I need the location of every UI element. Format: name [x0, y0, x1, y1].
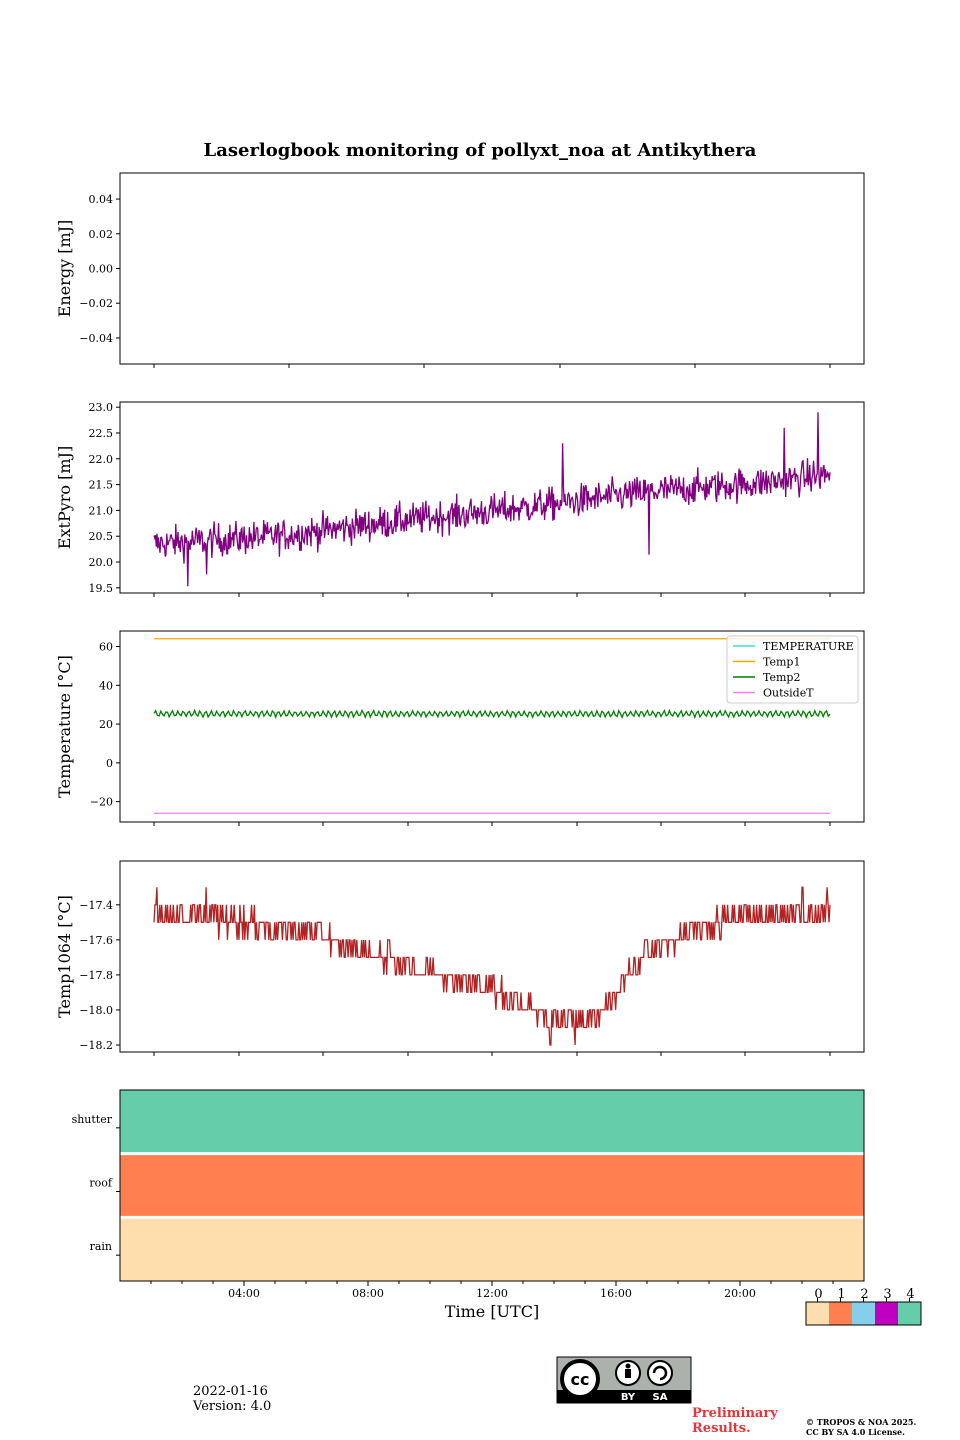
version-label: Version: 4.0 — [193, 1399, 272, 1414]
cc-by-sa-badge: cc BY SA — [556, 1356, 692, 1404]
extpyro-ytick-label: 22.5 — [89, 427, 114, 440]
temperature-legend: TEMPERATURE Temp1 Temp2 OutsideT — [726, 635, 859, 704]
extpyro-ytick-label: 20.0 — [89, 556, 114, 569]
cc-sa-label: SA — [653, 1392, 668, 1403]
extpyro-ytick-label: 20.5 — [89, 530, 114, 543]
energy-ytick-label: 0.00 — [89, 263, 114, 276]
status-row-label-shutter: shutter — [72, 1113, 113, 1126]
colorbar-cell-3 — [875, 1302, 898, 1325]
svg-text:cc: cc — [571, 1370, 590, 1389]
figure-title: Laserlogbook monitoring of pollyxt_noa a… — [203, 140, 757, 161]
extpyro-ytick-label: 21.0 — [89, 504, 114, 517]
status-row-label-roof: roof — [89, 1177, 113, 1190]
colorbar-cell-4 — [898, 1302, 921, 1325]
temp1064-series-line — [153, 886, 831, 1046]
temp1064-frame — [119, 860, 865, 1053]
colorbar-cell-1 — [829, 1302, 852, 1325]
extpyro-ytick-label: 22.0 — [89, 453, 114, 466]
energy-ytick-label: 0.02 — [89, 228, 114, 241]
legend-box — [726, 635, 859, 704]
colorbar-label-1: 1 — [837, 1287, 845, 1302]
temp1064-ytick-label: −18.2 — [79, 1039, 113, 1052]
preliminary-label-line1: Preliminary — [692, 1406, 778, 1421]
temperature-ytick-label: 20 — [99, 718, 113, 731]
extpyro-ytick-label: 23.0 — [89, 401, 114, 414]
colorbar-label-2: 2 — [860, 1287, 868, 1302]
temp1064-ytick-label: −17.6 — [79, 934, 113, 947]
extpyro-ytick-label: 19.5 — [89, 582, 114, 595]
colorbar-label-3: 3 — [883, 1287, 891, 1302]
status-xtick-label: 08:00 — [352, 1287, 384, 1300]
legend-label-temp2: Temp2 — [763, 671, 800, 684]
temp2-series-line — [153, 708, 831, 720]
status-row-roof — [120, 1153, 864, 1218]
status-xtick-label: 16:00 — [600, 1287, 632, 1300]
date-label: 2022-01-16 — [193, 1384, 268, 1399]
share-alike-icon — [647, 1360, 673, 1386]
extpyro-ylabel: ExtPyro [mJ] — [55, 446, 74, 549]
status-xtick-label: 04:00 — [228, 1287, 260, 1300]
status-row-label-rain: rain — [90, 1240, 112, 1253]
temperature-ytick-label: −20 — [90, 796, 113, 809]
legend-label-outsidet: OutsideT — [763, 687, 814, 700]
cc-by-label: BY — [621, 1392, 636, 1403]
energy-ytick-label: −0.04 — [79, 332, 113, 345]
legend-label-temperature: TEMPERATURE — [763, 640, 854, 653]
temperature-ytick-label: 40 — [99, 679, 113, 692]
colorbar-frame — [805, 1301, 922, 1326]
energy-ylabel: Energy [mJ] — [55, 220, 74, 318]
colorbar-cell-2 — [852, 1302, 875, 1325]
temperature-ytick-label: 0 — [106, 757, 113, 770]
status-xtick-label: 20:00 — [724, 1287, 756, 1300]
energy-frame — [119, 172, 865, 365]
colorbar-label-0: 0 — [814, 1287, 822, 1302]
status-row-shutter — [120, 1090, 864, 1154]
energy-ytick-label: 0.04 — [89, 193, 114, 206]
cc-icon — [560, 1359, 600, 1399]
copyright-line1: © TROPOS & NOA 2025. — [806, 1417, 917, 1427]
preliminary-label-line2: Results. — [692, 1421, 751, 1436]
temperature-ytick-label: 60 — [99, 641, 113, 654]
status-xtick-label: 12:00 — [476, 1287, 508, 1300]
extpyro-series-line — [153, 412, 831, 587]
temp1064-ytick-label: −18.0 — [79, 1004, 113, 1017]
copyright-line2: CC BY SA 4.0 License. — [806, 1427, 905, 1437]
legend-label-temp1: Temp1 — [763, 656, 800, 669]
status-xlabel: Time [UTC] — [445, 1302, 539, 1321]
temp1064-ylabel: Temp1064 [°C] — [55, 895, 74, 1018]
temp1064-ytick-label: −17.4 — [79, 899, 113, 912]
temp1064-ytick-label: −17.8 — [79, 969, 113, 982]
extpyro-ytick-label: 21.5 — [89, 479, 114, 492]
colorbar-cell-0 — [806, 1302, 829, 1325]
status-row-rain — [120, 1217, 864, 1281]
energy-ytick-label: −0.02 — [79, 297, 113, 310]
temperature-ylabel: Temperature [°C] — [55, 655, 74, 798]
colorbar-label-4: 4 — [906, 1287, 914, 1302]
